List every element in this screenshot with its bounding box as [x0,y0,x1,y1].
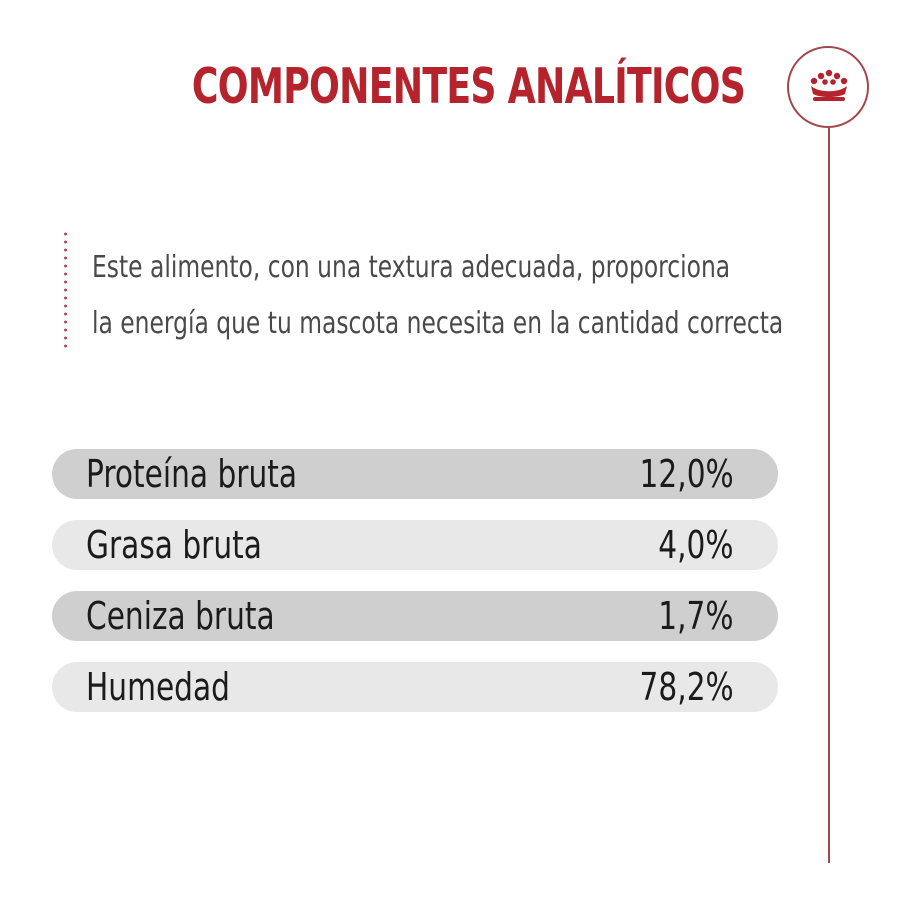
nutrient-label: Grasa bruta [86,523,262,567]
nutrient-value: 1,7% [658,594,734,638]
description-line-2: la energía que tu mascota necesita en la… [92,306,784,341]
nutrient-label: Proteína bruta [86,452,298,496]
nutrient-row-moisture: Humedad 78,2% [52,662,778,712]
dotted-divider [64,230,67,352]
nutrient-value: 4,0% [658,523,734,567]
nutrient-value: 12,0% [639,452,734,496]
timeline-line [828,128,830,863]
nutrient-list: Proteína bruta 12,0% Grasa bruta 4,0% Ce… [52,449,778,733]
description-line-1: Este alimento, con una textura adecuada,… [92,250,731,285]
brand-badge [787,46,869,128]
crown-icon [810,69,848,101]
nutrient-row-ash: Ceniza bruta 1,7% [52,591,778,641]
nutrient-label: Ceniza bruta [86,594,275,638]
nutrient-label: Humedad [86,665,230,709]
nutrient-row-fat: Grasa bruta 4,0% [52,520,778,570]
page-title: COMPONENTES ANALÍTICOS [191,58,746,115]
description: Este alimento, con una textura adecuada,… [92,240,784,352]
nutrient-row-protein: Proteína bruta 12,0% [52,449,778,499]
nutrient-value: 78,2% [639,665,734,709]
